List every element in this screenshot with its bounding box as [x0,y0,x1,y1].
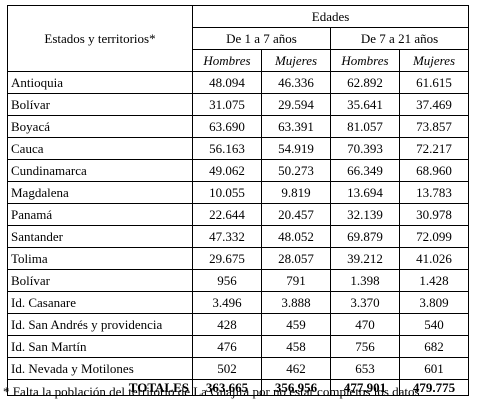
totals-row: TOTALES 363.665 356.956 477.901 479.775 [7,379,470,396]
cell-value: 10.055 [192,181,262,204]
cell-value: 13.783 [398,181,470,204]
cell-value: 462 [261,357,331,380]
cell-value: 47.332 [192,225,262,248]
cell-value: 30.978 [398,203,470,226]
cell-value: 3.888 [261,291,331,314]
table-row: Tolima 29.675 28.057 39.212 41.026 [7,247,470,270]
row-name: Panamá [7,203,193,226]
cell-value: 72.099 [398,225,470,248]
cell-value: 63.690 [192,115,262,138]
cell-value: 459 [261,313,331,336]
cell-value: 29.675 [192,247,262,270]
cell-value: 22.644 [192,203,262,226]
totals-label: TOTALES [7,379,193,396]
row-name: Id. San Martín [7,335,193,358]
total-value: 479.775 [398,379,470,396]
row-name: Bolívar [7,269,193,292]
header-women: Mujeres [261,49,331,72]
cell-value: 540 [398,313,470,336]
table-row: Id. San Andrés y providencia 428 459 470… [7,313,470,336]
cell-value: 68.960 [398,159,470,182]
row-name: Tolima [7,247,193,270]
cell-value: 791 [261,269,331,292]
row-name: Id. Casanare [7,291,193,314]
cell-value: 3.370 [330,291,400,314]
row-name: Santander [7,225,193,248]
header-group-7-21: De 7 a 21 años [329,27,470,50]
cell-value: 41.026 [398,247,470,270]
cell-value: 61.615 [398,71,470,94]
cell-value: 66.349 [330,159,400,182]
cell-value: 56.163 [192,137,262,160]
cell-value: 3.809 [398,291,470,314]
table-row: Boyacá 63.690 63.391 81.057 73.857 [7,115,470,138]
cell-value: 476 [192,335,262,358]
cell-value: 54.919 [261,137,331,160]
cell-value: 653 [330,357,400,380]
cell-value: 32.139 [330,203,400,226]
cell-value: 50.273 [261,159,331,182]
cell-value: 73.857 [398,115,470,138]
cell-value: 9.819 [261,181,331,204]
cell-value: 458 [261,335,331,358]
row-name: Cauca [7,137,193,160]
cell-value: 502 [192,357,262,380]
cell-value: 69.879 [330,225,400,248]
header-men: Hombres [192,49,262,72]
cell-value: 48.052 [261,225,331,248]
population-table: Estados y territorios* Edades De 1 a 7 a… [7,5,470,396]
cell-value: 29.594 [261,93,331,116]
table-row: Id. San Martín 476 458 756 682 [7,335,470,358]
cell-value: 35.641 [330,93,400,116]
row-name: Boyacá [7,115,193,138]
cell-value: 956 [192,269,262,292]
cell-value: 63.391 [261,115,331,138]
footnote: * Falta la población del territorio de L… [3,384,420,399]
header-men: Hombres [330,49,400,72]
header-group-1-7: De 1 a 7 años [192,27,331,50]
cell-value: 39.212 [330,247,400,270]
total-value: 477.901 [330,379,400,396]
cell-value: 1.428 [398,269,470,292]
cell-value: 72.217 [398,137,470,160]
header-ages: Edades [191,5,470,28]
row-name: Id. Nevada y Motilones [7,357,193,380]
row-name: Magdalena [7,181,193,204]
table-row: Magdalena 10.055 9.819 13.694 13.783 [7,181,470,204]
table-row: Bolívar 956 791 1.398 1.428 [7,269,470,292]
cell-value: 756 [330,335,400,358]
row-name: Antioquia [7,71,193,94]
cell-value: 1.398 [330,269,400,292]
table-row: Id. Nevada y Motilones 502 462 653 601 [7,357,470,380]
row-name: Bolívar [7,93,193,116]
cell-value: 48.094 [192,71,262,94]
cell-value: 28.057 [261,247,331,270]
cell-value: 20.457 [261,203,331,226]
cell-value: 428 [192,313,262,336]
row-name: Cundinamarca [7,159,193,182]
cell-value: 601 [398,357,470,380]
cell-value: 13.694 [330,181,400,204]
cell-value: 81.057 [330,115,400,138]
cell-value: 470 [330,313,400,336]
table-row: Bolívar 31.075 29.594 35.641 37.469 [7,93,470,116]
table-row: Cauca 56.163 54.919 70.393 72.217 [7,137,470,160]
cell-value: 62.892 [330,71,400,94]
header-states: Estados y territorios* [7,5,193,72]
table-row: Cundinamarca 49.062 50.273 66.349 68.960 [7,159,470,182]
cell-value: 37.469 [398,93,470,116]
cell-value: 70.393 [330,137,400,160]
cell-value: 46.336 [261,71,331,94]
header-women: Mujeres [398,49,470,72]
cell-value: 31.075 [192,93,262,116]
total-value: 356.956 [261,379,331,396]
table-row: Id. Casanare 3.496 3.888 3.370 3.809 [7,291,470,314]
cell-value: 3.496 [192,291,262,314]
table-row: Panamá 22.644 20.457 32.139 30.978 [7,203,470,226]
table-row: Antioquia 48.094 46.336 62.892 61.615 [7,71,470,94]
table-row: Santander 47.332 48.052 69.879 72.099 [7,225,470,248]
cell-value: 682 [398,335,470,358]
cell-value: 49.062 [192,159,262,182]
row-name: Id. San Andrés y providencia [7,313,193,336]
